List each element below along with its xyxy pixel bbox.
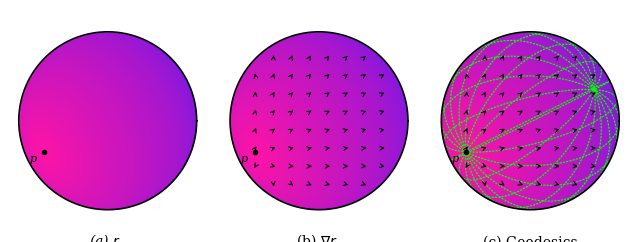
Title: (c) Geodesics: (c) Geodesics: [483, 236, 577, 242]
Text: p: p: [241, 154, 248, 164]
Text: p: p: [452, 154, 459, 164]
Title: (b) $\nabla r_p$: (b) $\nabla r_p$: [295, 233, 343, 242]
Text: p: p: [29, 154, 36, 164]
Title: (a) $r_p$: (a) $r_p$: [89, 233, 126, 242]
